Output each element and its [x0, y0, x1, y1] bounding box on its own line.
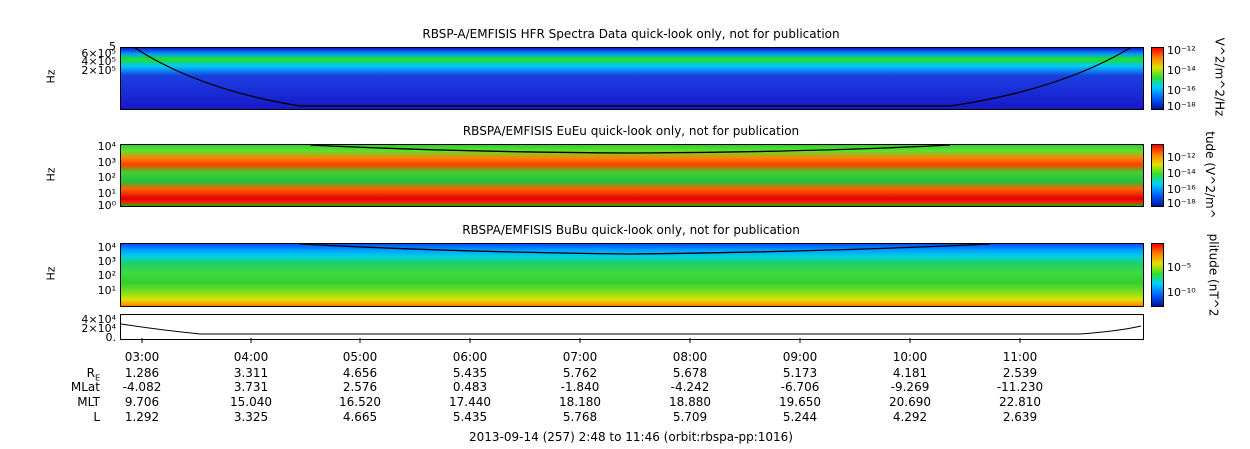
eph-value: -6.706 [780, 380, 820, 394]
line-ytick-2: 0. [105, 331, 117, 344]
eph-value: 2.639 [1002, 410, 1038, 424]
panel2-cbar-tick-2: 10⁻¹⁶ [1167, 183, 1196, 196]
panel1-cbar-tick-2: 10⁻¹⁶ [1167, 84, 1196, 97]
eph-value: 9.706 [124, 395, 160, 409]
eph-value: 5.709 [672, 410, 708, 424]
line-ytick-1: 2×10⁴ [81, 322, 116, 335]
eph-value: 18.180 [559, 395, 601, 409]
eph-value: 1.292 [124, 410, 160, 424]
panel1-ytick-0: 6×10⁵ [81, 47, 116, 60]
panel3-cutoff-curve [299, 243, 991, 255]
panel3-ytick-0: 10⁴ [97, 241, 116, 254]
eph-value: 5.762 [562, 366, 598, 380]
eph-value: 2.576 [342, 380, 378, 394]
density-line-panel [120, 314, 1144, 340]
eph-value: 20.690 [889, 395, 931, 409]
panel2-ytick-0: 10⁴ [97, 140, 116, 153]
eph-value: 19.650 [779, 395, 821, 409]
eph-value: 3.311 [233, 366, 269, 380]
panel2-colorbar [1151, 144, 1164, 207]
eph-value: 3.731 [233, 380, 269, 394]
panel1-title: RBSP-A/EMFISIS HFR Spectra Data quick-lo… [422, 27, 840, 41]
eph-value: 22.810 [999, 395, 1041, 409]
panel1-ytick-top: 5 [109, 40, 116, 53]
time-tick-1: 04:00 [233, 350, 269, 364]
time-tick-3: 06:00 [452, 350, 488, 364]
panel2-ytick-1: 10³ [97, 156, 116, 169]
eph-value: 5.768 [562, 410, 598, 424]
eph-value: 16.520 [339, 395, 381, 409]
eph-value: 5.435 [452, 366, 488, 380]
panel3-title: RBSPA/EMFISIS BuBu quick-look only, not … [462, 223, 800, 237]
panel2-cbar-tick-0: 10⁻¹² [1167, 151, 1196, 164]
eph-value: 1.286 [124, 366, 160, 380]
time-tick-5: 08:00 [672, 350, 708, 364]
hfr-spectrogram [120, 47, 1144, 110]
eph-value: 5.173 [782, 366, 818, 380]
eph-value: 4.665 [342, 410, 378, 424]
panel2-ytick-2: 10² [97, 171, 116, 184]
time-tick-4: 07:00 [562, 350, 598, 364]
footer-time-range: 2013-09-14 (257) 2:48 to 11:46 (orbit:rb… [469, 430, 793, 444]
panel1-cbar-tick-0: 10⁻¹² [1167, 44, 1196, 57]
time-tick-2: 05:00 [342, 350, 378, 364]
time-tick-6: 09:00 [782, 350, 818, 364]
panel2-ytick-3: 10¹ [97, 187, 116, 200]
panel3-cbar-tick-1: 10⁻¹⁰ [1167, 286, 1196, 299]
panel1-cbar-tick-3: 10⁻¹⁸ [1167, 100, 1196, 113]
eph-value: -9.269 [890, 380, 930, 394]
eph-label-mlat: MLat [70, 380, 100, 394]
eph-value: -4.242 [670, 380, 710, 394]
eph-value: 4.656 [342, 366, 378, 380]
panel2-title: RBSPA/EMFISIS EuEu quick-look only, not … [462, 124, 800, 138]
eph-value: 5.244 [782, 410, 818, 424]
panel2-ytick-4: 10⁰ [97, 199, 116, 212]
eph-value: 2.539 [1002, 366, 1038, 380]
panel2-cutoff-curve [309, 144, 951, 154]
panel3-ytick-2: 10² [97, 269, 116, 282]
eph-label-l: L [93, 410, 100, 424]
eueu-spectrogram [120, 144, 1144, 207]
eph-value: 5.678 [672, 366, 708, 380]
eph-value: 18.880 [669, 395, 711, 409]
panel1-ytick-2: 2×10⁵ [81, 64, 116, 77]
eph-value: 0.483 [452, 380, 488, 394]
eph-value: 17.440 [449, 395, 491, 409]
panel3-ytick-3: 10¹ [97, 284, 116, 297]
eph-value: -11.230 [996, 380, 1044, 394]
panel3-ytick-1: 10³ [97, 255, 116, 268]
eph-value: 5.435 [452, 410, 488, 424]
density-curve [120, 323, 1142, 335]
eph-label-mlt: MLT [77, 395, 100, 409]
eph-value: -4.082 [122, 380, 162, 394]
panel1-ytick-1: 4×10⁵ [81, 55, 116, 68]
panel1-cutoff-curve [134, 47, 1131, 107]
time-axis-ticks [141, 338, 1021, 343]
eph-value: -1.840 [560, 380, 600, 394]
time-tick-0: 03:00 [124, 350, 160, 364]
panel2-cbar-tick-1: 10⁻¹⁴ [1167, 167, 1196, 180]
panel1-colorbar [1151, 47, 1164, 110]
panel3-colorbar [1151, 243, 1164, 307]
eph-value: 15.040 [230, 395, 272, 409]
time-tick-8: 11:00 [1002, 350, 1038, 364]
panel1-cbar-tick-1: 10⁻¹⁴ [1167, 64, 1196, 77]
eph-label-re: RE [86, 366, 100, 383]
panel3-cbar-tick-0: 10⁻⁵ [1167, 261, 1192, 274]
eph-value: 4.181 [892, 366, 928, 380]
panel2-cbar-tick-3: 10⁻¹⁸ [1167, 197, 1196, 210]
eph-value: 4.292 [892, 410, 928, 424]
line-ytick-0: 4×10⁴ [81, 313, 116, 326]
eph-value: 3.325 [233, 410, 269, 424]
time-tick-7: 10:00 [892, 350, 928, 364]
